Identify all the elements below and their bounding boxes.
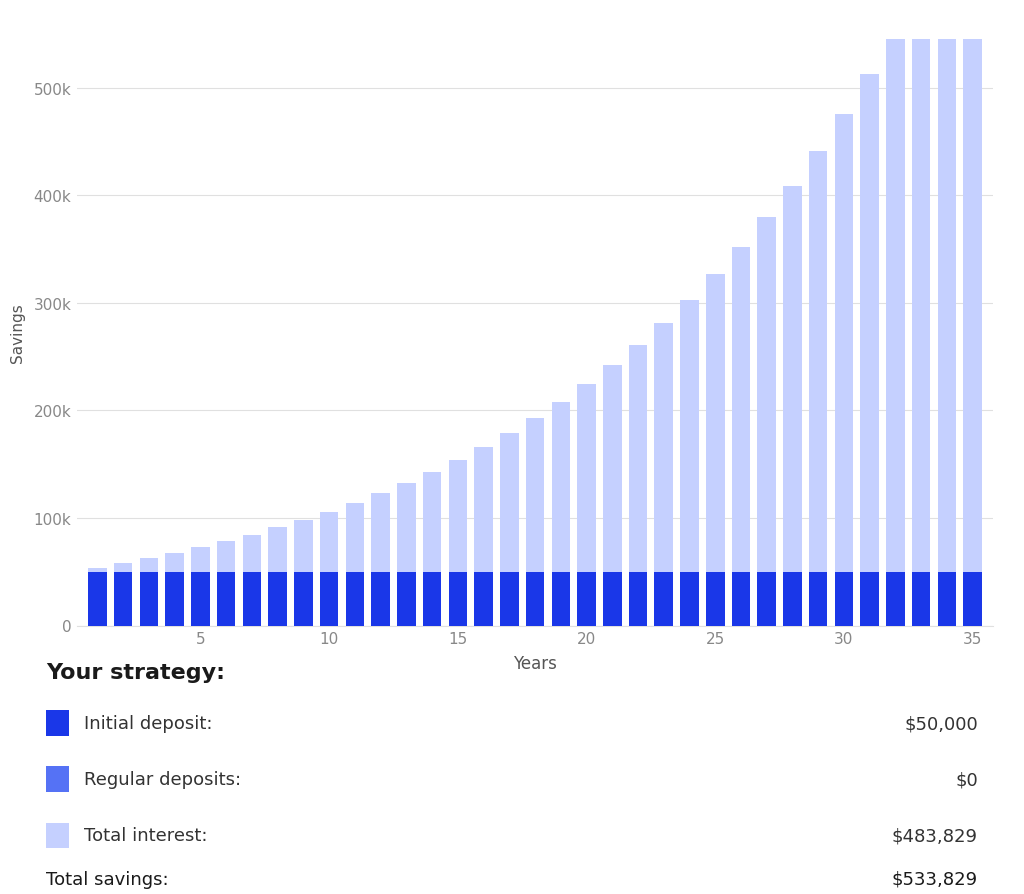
Bar bbox=[938, 0, 956, 572]
Bar bbox=[243, 572, 261, 626]
Bar bbox=[449, 460, 467, 572]
Bar bbox=[938, 572, 956, 626]
Bar bbox=[191, 548, 210, 572]
Bar bbox=[268, 527, 287, 572]
Bar bbox=[88, 572, 106, 626]
Bar bbox=[835, 572, 853, 626]
Bar bbox=[886, 32, 905, 572]
Bar bbox=[88, 568, 106, 572]
FancyBboxPatch shape bbox=[46, 711, 69, 736]
Bar bbox=[449, 572, 467, 626]
Bar bbox=[578, 572, 596, 626]
Bar bbox=[835, 115, 853, 572]
Bar bbox=[372, 572, 390, 626]
Bar bbox=[397, 484, 416, 572]
Bar bbox=[294, 520, 312, 572]
Bar bbox=[319, 512, 338, 572]
Bar bbox=[809, 152, 827, 572]
Bar bbox=[758, 218, 776, 572]
Bar bbox=[964, 0, 982, 572]
Bar bbox=[654, 324, 673, 572]
Bar bbox=[603, 572, 622, 626]
Text: $50,000: $50,000 bbox=[904, 714, 978, 732]
Bar bbox=[525, 418, 545, 572]
Bar bbox=[860, 75, 879, 572]
Bar bbox=[706, 572, 725, 626]
Bar bbox=[680, 300, 698, 572]
Bar bbox=[809, 572, 827, 626]
Bar bbox=[114, 563, 132, 572]
Bar bbox=[165, 553, 184, 572]
Bar bbox=[217, 572, 236, 626]
Bar bbox=[217, 542, 236, 572]
Bar bbox=[912, 0, 931, 572]
Bar bbox=[732, 572, 751, 626]
Bar bbox=[706, 275, 725, 572]
Y-axis label: Savings: Savings bbox=[10, 303, 25, 363]
Bar bbox=[345, 572, 365, 626]
Bar bbox=[629, 346, 647, 572]
Bar bbox=[525, 572, 545, 626]
Bar bbox=[397, 572, 416, 626]
Bar bbox=[860, 572, 879, 626]
Bar bbox=[319, 572, 338, 626]
Bar bbox=[345, 503, 365, 572]
Bar bbox=[783, 186, 802, 572]
Bar bbox=[294, 572, 312, 626]
Bar bbox=[552, 572, 570, 626]
Bar bbox=[268, 572, 287, 626]
Bar bbox=[964, 572, 982, 626]
Bar bbox=[603, 366, 622, 572]
Bar bbox=[372, 493, 390, 572]
Text: Total interest:: Total interest: bbox=[84, 826, 208, 845]
X-axis label: Years: Years bbox=[513, 654, 557, 672]
Bar bbox=[654, 572, 673, 626]
Text: $533,829: $533,829 bbox=[892, 870, 978, 888]
Bar bbox=[500, 572, 518, 626]
FancyBboxPatch shape bbox=[46, 822, 69, 848]
Text: Initial deposit:: Initial deposit: bbox=[84, 714, 212, 732]
Bar bbox=[732, 248, 751, 572]
Text: $483,829: $483,829 bbox=[892, 826, 978, 845]
Text: Regular deposits:: Regular deposits: bbox=[84, 771, 241, 789]
Bar bbox=[191, 572, 210, 626]
FancyBboxPatch shape bbox=[46, 767, 69, 792]
Bar bbox=[886, 572, 905, 626]
Bar bbox=[629, 572, 647, 626]
Bar bbox=[243, 535, 261, 572]
Bar bbox=[912, 572, 931, 626]
Bar bbox=[139, 559, 158, 572]
Bar bbox=[165, 572, 184, 626]
Bar bbox=[680, 572, 698, 626]
Bar bbox=[423, 572, 441, 626]
Text: Your strategy:: Your strategy: bbox=[46, 662, 225, 682]
Bar bbox=[758, 572, 776, 626]
Bar bbox=[552, 402, 570, 572]
Bar bbox=[423, 472, 441, 572]
Bar bbox=[783, 572, 802, 626]
Bar bbox=[500, 434, 518, 572]
Bar bbox=[474, 447, 493, 572]
Bar bbox=[578, 384, 596, 572]
Bar bbox=[139, 572, 158, 626]
Bar bbox=[474, 572, 493, 626]
Text: Total savings:: Total savings: bbox=[46, 870, 169, 888]
Bar bbox=[114, 572, 132, 626]
Text: $0: $0 bbox=[955, 771, 978, 789]
